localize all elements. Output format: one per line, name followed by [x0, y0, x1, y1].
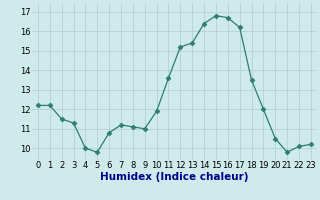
X-axis label: Humidex (Indice chaleur): Humidex (Indice chaleur): [100, 172, 249, 182]
